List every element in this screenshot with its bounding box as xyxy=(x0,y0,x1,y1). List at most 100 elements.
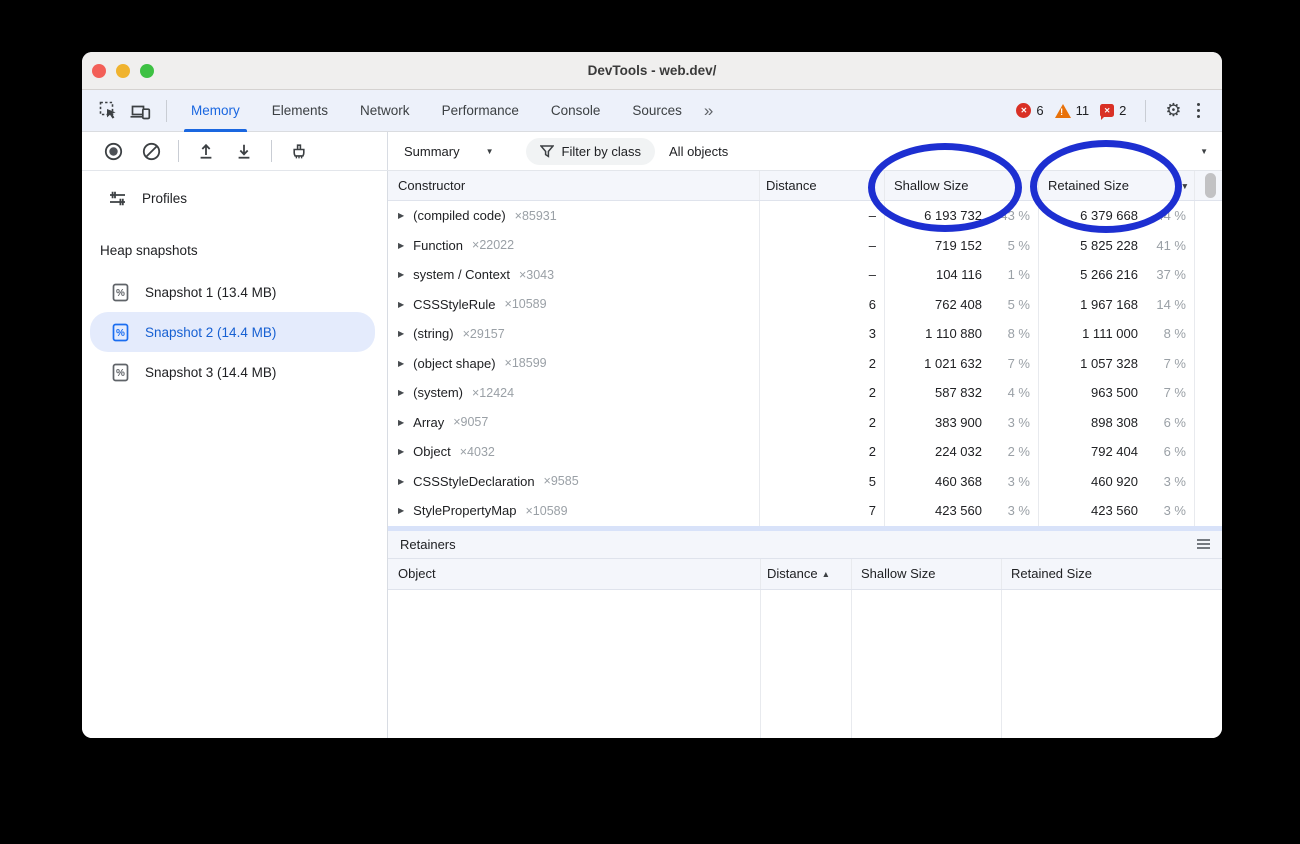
instance-count: ×12424 xyxy=(472,385,515,400)
table-row[interactable]: ▶ CSSStyleDeclaration ×9585 5 460 368 3 % 4… xyxy=(388,466,1222,496)
disclosure-triangle-icon[interactable]: ▶ xyxy=(398,240,405,250)
disclosure-triangle-icon[interactable]: ▶ xyxy=(398,476,405,486)
retained-size-percent: 44 % xyxy=(1156,208,1186,224)
tab-sources-label: Sources xyxy=(632,103,682,118)
shallow-size-value: 423 560 xyxy=(935,503,982,519)
profiles-tune-icon xyxy=(110,191,125,205)
warning-icon: ! xyxy=(1054,103,1071,118)
table-row[interactable]: ▶ (object shape) ×18599 2 1 021 632 7 % 1 0… xyxy=(388,348,1222,378)
clean-up-brush-icon[interactable] xyxy=(287,139,311,163)
sidebar-item-snapshot-3[interactable]: % Snapshot 3 (14.4 MB) xyxy=(90,352,375,392)
disclosure-triangle-icon[interactable]: ▶ xyxy=(398,329,405,339)
perspective-select[interactable]: Summary ▼ xyxy=(398,144,500,159)
sidebar-item-snapshot-2[interactable]: % Snapshot 2 (14.4 MB) xyxy=(90,312,375,352)
more-options-kebab-icon[interactable] xyxy=(1193,101,1205,121)
disclosure-triangle-icon[interactable]: ▶ xyxy=(398,417,405,427)
table-row[interactable]: ▶ (string) ×29157 3 1 110 880 8 % 1 111 000… xyxy=(388,319,1222,349)
instance-count: ×9057 xyxy=(453,415,489,430)
device-toolbar-icon[interactable] xyxy=(128,99,152,123)
tab-console[interactable]: Console xyxy=(535,90,617,132)
more-tabs-icon[interactable]: » xyxy=(703,100,714,120)
disclosure-triangle-icon[interactable]: ▶ xyxy=(398,270,405,280)
disclosure-triangle-icon[interactable]: ▶ xyxy=(398,506,405,516)
load-profile-icon[interactable] xyxy=(194,139,218,163)
instance-count: ×18599 xyxy=(504,356,547,371)
retainers-column-object[interactable]: Object xyxy=(388,558,761,589)
retainers-column-shallow-size[interactable]: Shallow Size xyxy=(852,558,1002,589)
tab-performance[interactable]: Performance xyxy=(426,90,535,132)
chevron-down-icon[interactable]: ▼ xyxy=(1200,146,1208,156)
constructor-name: Object xyxy=(413,444,451,460)
settings-gear-icon[interactable]: ⚙ xyxy=(1165,99,1182,121)
table-row[interactable]: ▶ system / Context ×3043 – 104 116 1 % 5 26… xyxy=(388,260,1222,290)
snapshot-label: Snapshot 2 (14.4 MB) xyxy=(145,324,277,340)
sidebar-item-label: Profiles xyxy=(142,190,188,206)
filter-by-class-input[interactable]: Filter by class xyxy=(525,137,656,165)
column-header-retained-size[interactable]: Retained Size ▼ xyxy=(1039,171,1195,200)
retained-size-percent: 6 % xyxy=(1163,414,1186,430)
issues-badge[interactable]: ✕ 2 xyxy=(1100,103,1126,120)
disclosure-triangle-icon[interactable]: ▶ xyxy=(398,358,405,368)
panel-splitter[interactable] xyxy=(388,525,1222,531)
record-heap-snapshot-icon[interactable] xyxy=(101,139,125,163)
sidebar-item-profiles[interactable]: Profiles xyxy=(82,181,387,215)
retainers-menu-icon[interactable] xyxy=(1197,539,1210,549)
tab-network[interactable]: Network xyxy=(344,90,426,132)
table-row[interactable]: ▶ Array ×9057 2 383 900 3 % 898 308 6 % xyxy=(388,407,1222,437)
snapshot-document-icon: % xyxy=(112,363,129,381)
error-count: 6 xyxy=(1036,103,1044,118)
table-row[interactable]: ▶ CSSStyleRule ×10589 6 762 408 5 % 1 967 1… xyxy=(388,289,1222,319)
retained-size-percent: 14 % xyxy=(1156,296,1186,312)
disclosure-triangle-icon[interactable]: ▶ xyxy=(398,299,405,309)
retained-size-value: 5 266 216 xyxy=(1080,267,1138,283)
tab-memory[interactable]: Memory xyxy=(175,90,256,132)
minimize-window-button[interactable] xyxy=(116,64,130,78)
sidebar-item-snapshot-1[interactable]: % Snapshot 1 (13.4 MB) xyxy=(90,272,375,312)
retained-size-percent: 8 % xyxy=(1163,326,1186,342)
save-profile-icon[interactable] xyxy=(232,139,256,163)
console-warnings-badge[interactable]: ! 11 xyxy=(1054,103,1089,118)
objects-scope-select[interactable]: All objects xyxy=(669,143,729,159)
table-row[interactable]: ▶ Object ×4032 2 224 032 2 % 792 404 6 % xyxy=(388,437,1222,467)
shallow-size-percent: 2 % xyxy=(1007,444,1030,460)
vertical-scrollbar-thumb[interactable] xyxy=(1205,173,1216,198)
column-header-shallow-size[interactable]: Shallow Size xyxy=(885,171,1039,200)
instance-count: ×85931 xyxy=(514,208,557,223)
table-row[interactable]: ▶ StylePropertyMap ×10589 7 423 560 3 % 423… xyxy=(388,496,1222,526)
summary-toolbar: Summary ▼ Filter by class All objects ▼ xyxy=(388,132,1222,170)
disclosure-triangle-icon[interactable]: ▶ xyxy=(398,388,405,398)
tab-elements[interactable]: Elements xyxy=(256,90,344,132)
retained-size-percent: 41 % xyxy=(1156,237,1186,253)
retained-size-value: 963 500 xyxy=(1091,385,1138,401)
chevron-down-icon: ▼ xyxy=(485,146,494,156)
console-errors-badge[interactable]: ✕ 6 xyxy=(1016,103,1044,118)
retained-size-percent: 7 % xyxy=(1163,355,1186,371)
inspect-element-icon[interactable] xyxy=(96,99,120,123)
tab-sources[interactable]: Sources xyxy=(616,90,698,132)
shallow-size-percent: 3 % xyxy=(1007,414,1030,430)
instance-count: ×29157 xyxy=(462,326,505,341)
disclosure-triangle-icon[interactable]: ▶ xyxy=(398,211,405,221)
column-header-constructor[interactable]: Constructor xyxy=(388,171,760,200)
constructor-table: ▶ (compiled code) ×85931 – 6 193 732 43 % 6… xyxy=(388,201,1222,526)
distance-value: 2 xyxy=(760,348,885,378)
column-header-distance[interactable]: Distance xyxy=(760,171,885,200)
zoom-window-button[interactable] xyxy=(140,64,154,78)
retained-size-value: 1 057 328 xyxy=(1080,355,1138,371)
clear-profiles-icon[interactable] xyxy=(139,139,163,163)
retained-size-value: 1 111 000 xyxy=(1082,326,1138,342)
tab-performance-label: Performance xyxy=(441,103,519,118)
svg-text:%: % xyxy=(116,288,125,299)
table-row[interactable]: ▶ (system) ×12424 2 587 832 4 % 963 500 7 % xyxy=(388,378,1222,408)
disclosure-triangle-icon[interactable]: ▶ xyxy=(398,447,405,457)
table-row[interactable]: ▶ (compiled code) ×85931 – 6 193 732 43 % 6… xyxy=(388,201,1222,231)
retainers-column-retained-size[interactable]: Retained Size xyxy=(1011,566,1092,581)
constructor-name: Array xyxy=(413,414,445,430)
retainers-column-distance[interactable]: Distance ▲ xyxy=(761,558,852,589)
distance-value: – xyxy=(760,201,885,231)
close-window-button[interactable] xyxy=(92,64,106,78)
instance-count: ×3043 xyxy=(518,267,555,282)
constructor-name: system / Context xyxy=(413,267,510,283)
table-row[interactable]: ▶ Function ×22022 – 719 152 5 % 5 825 228 41… xyxy=(388,230,1222,260)
